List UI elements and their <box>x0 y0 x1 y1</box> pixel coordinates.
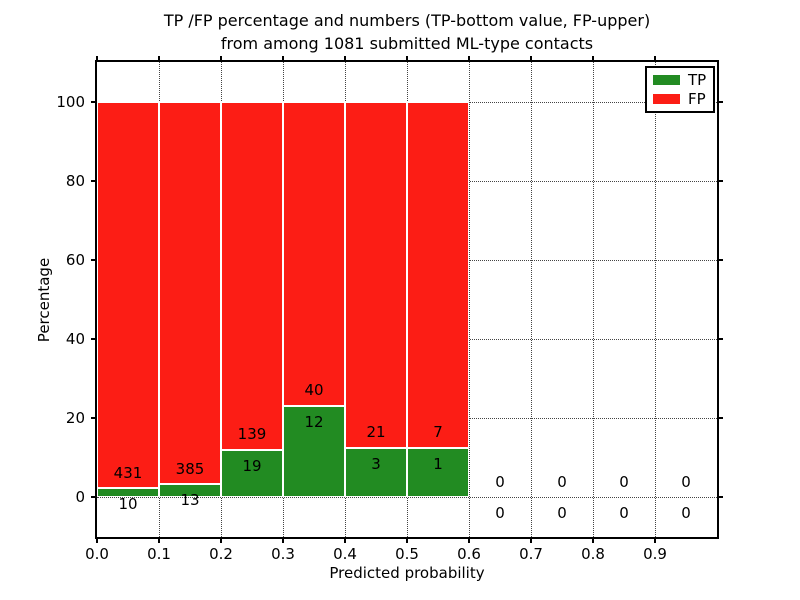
chart-title: TP /FP percentage and numbers (TP-bottom… <box>97 9 717 55</box>
x-tick-bottom <box>468 539 470 543</box>
x-gridline <box>531 62 532 537</box>
y-tick-left <box>91 100 95 103</box>
x-tick-label: 0.6 <box>457 545 481 563</box>
y-tick-label: 20 <box>65 409 85 428</box>
tp-bar <box>283 406 345 498</box>
tp-count-label: 12 <box>304 412 324 431</box>
fp-count-label: 139 <box>237 424 267 443</box>
chart-title-line2: from among 1081 submitted ML-type contac… <box>220 34 594 53</box>
tp-count-label: 3 <box>371 454 381 473</box>
y-tick-left <box>91 338 95 341</box>
x-axis-label: Predicted probability <box>329 564 485 582</box>
fp-count-label: 431 <box>113 463 143 482</box>
x-tick-bottom <box>282 539 284 543</box>
fp-count-label: 0 <box>619 472 629 491</box>
y-tick-label: 40 <box>65 330 85 349</box>
y-tick-left <box>91 417 95 420</box>
fp-count-label: 385 <box>175 459 205 478</box>
y-tick-label: 60 <box>65 250 85 269</box>
x-tick-bottom <box>158 539 160 543</box>
x-tick-top <box>530 56 532 60</box>
y-tick-label: 100 <box>56 92 85 111</box>
legend-item-fp: FP <box>653 90 707 108</box>
x-tick-top <box>220 56 222 60</box>
fp-bar <box>283 101 345 407</box>
fp-count-label: 0 <box>495 472 505 491</box>
tp-legend-swatch <box>653 75 680 85</box>
y-tick-right <box>719 258 723 261</box>
tp-count-label: 0 <box>681 504 691 523</box>
x-tick-top <box>96 56 98 60</box>
tp-count-label: 19 <box>242 456 262 475</box>
x-gridline <box>655 62 656 537</box>
x-tick-label: 0.0 <box>85 545 109 563</box>
x-gridline <box>593 62 594 537</box>
fp-count-label: 0 <box>681 472 691 491</box>
x-tick-top <box>592 56 594 60</box>
x-tick-top <box>406 56 408 60</box>
x-tick-bottom <box>654 539 656 543</box>
x-tick-bottom <box>406 539 408 543</box>
fp-bar <box>97 101 159 489</box>
y-tick-label: 0 <box>75 488 85 507</box>
x-tick-top <box>282 56 284 60</box>
x-tick-bottom <box>530 539 532 543</box>
tp-bar <box>221 449 283 498</box>
y-tick-label: 80 <box>65 171 85 190</box>
x-tick-top <box>654 56 656 60</box>
fp-bar <box>407 101 469 448</box>
x-tick-label: 0.2 <box>209 545 233 563</box>
tp-bar <box>345 447 407 498</box>
fp-legend-swatch <box>653 94 680 104</box>
fp-count-label: 40 <box>304 381 324 400</box>
y-tick-right <box>719 338 723 341</box>
fp-count-label: 7 <box>433 423 443 442</box>
x-tick-label: 0.8 <box>581 545 605 563</box>
tp-bar <box>407 447 469 498</box>
fp-bar <box>345 101 407 448</box>
fp-bar <box>159 101 221 485</box>
y-tick-left <box>91 179 95 182</box>
x-tick-bottom <box>220 539 222 543</box>
tp-bar <box>159 484 221 498</box>
x-tick-label: 0.4 <box>333 545 357 563</box>
x-tick-label: 0.9 <box>643 545 667 563</box>
x-tick-bottom <box>96 539 98 543</box>
tp-count-label: 10 <box>118 495 138 514</box>
x-tick-label: 0.7 <box>519 545 543 563</box>
x-tick-top <box>344 56 346 60</box>
x-tick-label: 0.3 <box>271 545 295 563</box>
legend-item-tp: TP <box>653 71 707 89</box>
y-tick-left <box>91 258 95 261</box>
tp-count-label: 0 <box>495 504 505 523</box>
tp-count-label: 1 <box>433 454 443 473</box>
chart-title-line1: TP /FP percentage and numbers (TP-bottom… <box>163 11 651 30</box>
y-tick-right <box>719 417 723 420</box>
tp-count-label: 0 <box>557 504 567 523</box>
tp-count-label: 13 <box>180 491 200 510</box>
tp-bar <box>97 488 159 498</box>
x-tick-label: 0.1 <box>147 545 171 563</box>
x-gridline <box>469 62 470 537</box>
fp-bar <box>221 101 283 450</box>
y-tick-right <box>719 100 723 103</box>
x-tick-bottom <box>592 539 594 543</box>
tp-count-label: 0 <box>619 504 629 523</box>
fp-count-label: 0 <box>557 472 567 491</box>
fp-count-label: 21 <box>366 423 386 442</box>
x-tick-top <box>468 56 470 60</box>
tp-legend-label: TP <box>688 71 707 89</box>
y-tick-right <box>719 496 723 499</box>
x-tick-bottom <box>344 539 346 543</box>
legend: TP FP <box>645 66 715 113</box>
y-tick-right <box>719 179 723 182</box>
y-tick-left <box>91 496 95 499</box>
x-tick-top <box>158 56 160 60</box>
fp-legend-label: FP <box>688 90 706 108</box>
plot-area: 0 20 40 60 80 100 0.0 0.1 0.2 0.3 0.4 0.5 0.6 0.7 0.8 0… <box>56 56 723 563</box>
y-axis-label: Percentage <box>35 257 53 343</box>
x-tick-label: 0.5 <box>395 545 419 563</box>
